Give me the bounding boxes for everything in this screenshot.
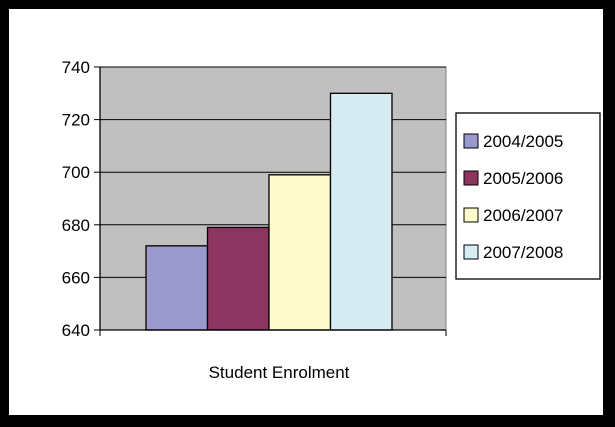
legend-swatch — [463, 170, 479, 186]
bar-2004-2005 — [145, 245, 209, 331]
y-tick-label: 680 — [62, 216, 90, 235]
y-tick-label: 700 — [62, 163, 90, 182]
bar-2007-2008 — [329, 92, 393, 331]
legend-label: 2007/2008 — [483, 243, 563, 262]
bar-2006-2007 — [268, 174, 332, 331]
y-tick-label: 660 — [62, 268, 90, 287]
y-tick-label: 720 — [62, 111, 90, 130]
legend-label: 2005/2006 — [483, 169, 563, 188]
y-tick-label: 740 — [62, 58, 90, 77]
legend-label: 2006/2007 — [483, 206, 563, 225]
legend-swatch — [463, 133, 479, 149]
x-axis-label: Student Enrolment — [209, 363, 350, 382]
legend-label: 2004/2005 — [483, 132, 563, 151]
y-tick-label: 640 — [62, 321, 90, 340]
legend-swatch — [463, 244, 479, 260]
legend-box — [455, 112, 601, 280]
bar-2005-2006 — [206, 226, 270, 331]
legend: 2004/2005 2005/2006 2006/2007 2007/2008 — [455, 112, 601, 280]
chart-area: 640 660 680 700 720 740 Student Enrolment 200… — [8, 8, 604, 416]
legend-swatch — [463, 207, 479, 223]
enrolment-bar-chart: 640 660 680 700 720 740 Student Enrolment 200… — [62, 58, 601, 382]
